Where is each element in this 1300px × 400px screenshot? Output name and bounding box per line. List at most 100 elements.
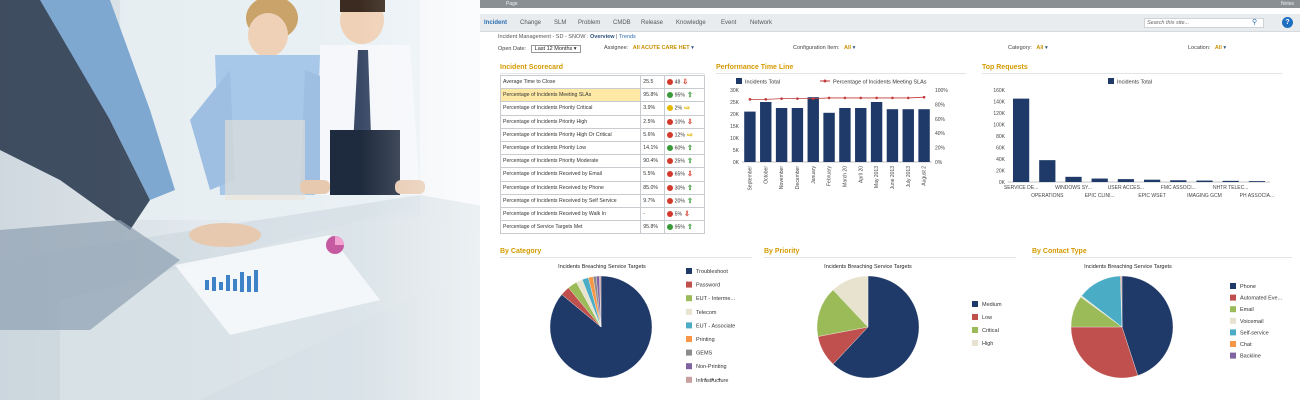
scorecard-value: 5.6% <box>640 127 665 142</box>
trend-arrow-icon: ⇧ <box>687 224 693 232</box>
x-tick-label: FMC ASSOCI... <box>1161 185 1196 191</box>
legend-label: Incidents Total <box>745 80 780 86</box>
priority-pie-chart: Incidents Breaching Service Targets Mediu… <box>816 264 1002 379</box>
scorecard-row[interactable]: Percentage of Incidents Priority Critica… <box>499 101 706 116</box>
scorecard-row[interactable]: Percentage of Incidents Meeting SLAs 95.8… <box>499 88 706 103</box>
scorecard-row[interactable]: Percentage of Incidents Received by Phon… <box>499 180 706 195</box>
search-input[interactable]: Search this site... <box>1144 18 1264 28</box>
legend-swatch <box>1230 283 1236 289</box>
legend-label: Printing <box>696 337 715 343</box>
by-priority-title: By Priority <box>764 248 800 255</box>
x-tick-label: IMAGING GCM <box>1187 193 1222 199</box>
scorecard-target: 2% <box>674 105 683 112</box>
legend-swatch <box>1230 341 1236 347</box>
bar <box>775 108 788 162</box>
legend-label: High <box>982 341 993 347</box>
legend-swatch <box>686 336 692 342</box>
y2-tick-label: 80% <box>935 102 946 108</box>
more-indicator[interactable]: • • • <box>704 375 722 384</box>
scorecard-row[interactable]: Percentage of Incidents Priority High Or… <box>499 127 706 142</box>
scorecard-label: Percentage of Incidents Priority Moderat… <box>499 154 642 169</box>
scorecard-row[interactable]: Percentage of Incidents Priority Moderat… <box>499 154 706 169</box>
assignee-select[interactable]: All ACUTE CARE HET <box>632 45 690 51</box>
scorecard-row[interactable]: Percentage of Incidents Received by Walk… <box>499 206 706 222</box>
scorecard-indicator: 20% ⇧ <box>663 193 706 208</box>
legend-label: Telecom <box>696 310 717 316</box>
y-tick-label: 0K <box>999 180 1006 186</box>
legend-label: Non-Printing <box>696 364 727 370</box>
scorecard-indicator: 95% ⇧ <box>663 220 706 235</box>
breadcrumb-trends[interactable]: Trends <box>618 34 636 40</box>
x-tick-label: OPERATIONS <box>1031 193 1064 199</box>
y-tick-label: 100K <box>993 123 1005 129</box>
nav-network[interactable]: Network <box>750 20 773 26</box>
y2-tick-label: 40% <box>935 131 946 137</box>
scorecard-row[interactable]: Percentage of Incidents Received by Emai… <box>499 167 706 182</box>
nav-slm[interactable]: SLM <box>554 20 567 26</box>
nav-event[interactable]: Event <box>721 20 737 26</box>
search-icon[interactable]: ⚲ <box>1252 19 1258 26</box>
y-tick-label: 140K <box>993 100 1005 106</box>
divider <box>500 73 705 74</box>
filter-category: Category: All ▾ <box>1008 45 1048 51</box>
trend-arrow-icon: ⇧ <box>687 92 693 100</box>
breadcrumb-separator: | <box>616 34 618 40</box>
status-dot-icon <box>666 79 673 86</box>
bar <box>1012 98 1030 182</box>
scorecard-label: Percentage of Incidents Meeting SLAs <box>499 88 642 103</box>
nav-release[interactable]: Release <box>641 20 664 26</box>
scorecard-indicator: 95% ⇧ <box>663 88 706 103</box>
y-tick-label: 160K <box>993 88 1005 94</box>
scorecard-row[interactable]: Percentage of Incidents Priority Low 14.1… <box>499 140 706 156</box>
scorecard-row[interactable]: Percentage of Incidents Received by Self… <box>499 193 706 208</box>
trend-arrow-icon: ⇩ <box>682 79 689 87</box>
breadcrumb-path[interactable]: Incident Management - SD - SNOW : <box>498 34 589 40</box>
y-tick-label: 20K <box>730 112 740 118</box>
trend-arrow-icon: ⇧ <box>687 158 693 166</box>
by-category-title: By Category <box>500 248 542 255</box>
window-titlebar: Page Notes <box>480 0 1300 8</box>
dashboard: Page Notes Incident Change SLM Problem C… <box>480 0 1300 400</box>
nav-incident[interactable]: Incident <box>484 20 508 26</box>
legend-swatch <box>972 327 978 333</box>
bar <box>1117 179 1135 182</box>
open-date-select[interactable]: Last 12 Months ▾ <box>530 45 581 53</box>
scorecard-target: 5% <box>674 211 683 218</box>
pie-slice <box>549 275 653 379</box>
legend-label: Infrastructure <box>696 378 728 384</box>
config-select[interactable]: All <box>844 45 852 51</box>
sla-point <box>811 97 815 100</box>
sla-point <box>764 98 768 101</box>
category-select[interactable]: All <box>1036 45 1044 51</box>
scorecard-label: Percentage of Incidents Received by Self… <box>499 193 642 208</box>
top-requests-title: Top Requests <box>982 64 1028 71</box>
y2-tick-label: 60% <box>935 117 946 123</box>
legend-label: Low <box>982 315 992 321</box>
help-icon[interactable]: ? <box>1282 17 1293 28</box>
y-tick-label: 25K <box>730 100 740 106</box>
scorecard-label: Average Time to Close <box>499 74 642 90</box>
nav-change[interactable]: Change <box>520 20 542 26</box>
status-dot-icon <box>666 171 673 178</box>
sla-point <box>875 96 878 100</box>
scorecard-row[interactable]: Percentage of Service Targets Met 95.8% 95… <box>499 220 706 235</box>
scorecard-row[interactable]: Average Time to Close 25.5 48 ⇩ <box>499 74 706 90</box>
bar <box>1196 180 1213 182</box>
pie-slice <box>832 275 920 379</box>
notes-link[interactable]: Notes <box>1280 1 1294 7</box>
x-tick-label: EPIC WSET <box>1138 193 1166 199</box>
performance-chart: Incidents Total Percentage of Incidents M… <box>730 78 948 190</box>
scorecard-row[interactable]: Percentage of Incidents Priority High 2.5… <box>499 114 706 129</box>
y-tick-label: 80K <box>996 134 1006 140</box>
nav-problem[interactable]: Problem <box>578 20 601 26</box>
top-nav: Incident Change SLM Problem CMDB Release… <box>480 14 1300 32</box>
incident-scorecard: Average Time to Close 25.5 48 ⇩ Percentage o… <box>499 74 706 235</box>
bar <box>1170 180 1187 182</box>
location-select[interactable]: All <box>1214 45 1222 51</box>
pie-slice <box>1121 275 1123 328</box>
scorecard-target: 10% <box>674 119 686 126</box>
nav-knowledge[interactable]: Knowledge <box>676 20 706 26</box>
breadcrumb-overview[interactable]: Overview <box>590 34 615 40</box>
nav-cmdb[interactable]: CMDB <box>613 20 631 26</box>
config-label: Configuration Item: <box>793 45 840 51</box>
